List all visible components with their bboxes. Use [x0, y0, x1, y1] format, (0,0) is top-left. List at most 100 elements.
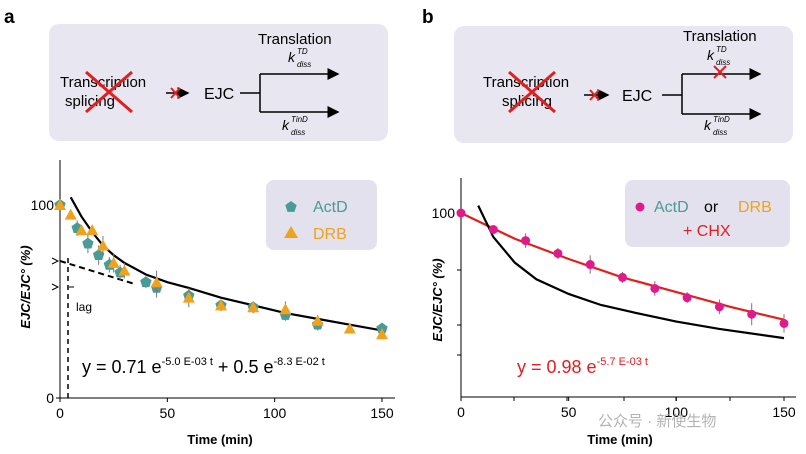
y-axis-label-a: EJC/EJC° (%) [18, 245, 33, 328]
legend-chx: + CHX [683, 223, 731, 240]
k-tind-label: k TinD diss [704, 115, 730, 137]
drb-point [215, 299, 227, 311]
legend-actd: ActD [313, 199, 348, 216]
svg-text:TD: TD [297, 47, 308, 56]
drb-point [279, 303, 292, 315]
fit-line-slow-component [59, 260, 136, 286]
x-tick-label: 50 [561, 404, 577, 420]
drb-point [182, 291, 195, 303]
drb-point [75, 224, 88, 236]
schematic-a: Transcription splicing EJC Translation k [49, 24, 388, 141]
drb-point [54, 199, 66, 210]
svg-text:k: k [704, 117, 712, 133]
drb-point [86, 224, 99, 236]
x-axis-label-b: Time (min) [587, 432, 653, 447]
data-point [553, 248, 563, 258]
data-point [456, 208, 466, 218]
panel-b: b Transcription splicing EJC [422, 7, 796, 447]
x-tick-label: 150 [370, 405, 394, 421]
svg-text:diss: diss [297, 60, 311, 69]
data-point [585, 260, 595, 270]
translation-label: Translation [683, 28, 757, 45]
svg-text:diss: diss [716, 58, 730, 67]
drb-point [64, 208, 77, 220]
svg-text:k: k [282, 117, 290, 133]
legend-a: ActD DRB [266, 180, 377, 250]
legend-drb: DRB [738, 199, 772, 216]
drb-point [343, 322, 356, 334]
actd-point [92, 249, 105, 260]
drb-point [107, 256, 120, 268]
legend-actd: ActD [654, 199, 689, 216]
drb-point [247, 301, 260, 313]
actd-point [82, 237, 94, 249]
data-point [521, 236, 531, 246]
x-tick-label: 50 [160, 405, 176, 421]
td-blocked-cross-icon [713, 65, 727, 79]
branch-arrows-icon [662, 68, 762, 120]
chart-b: 0 50 100 150 100 [432, 178, 796, 420]
svg-text:TD: TD [716, 45, 727, 54]
x-tick-label: 0 [457, 404, 465, 420]
watermark: 公众号 · 新使生物 [598, 413, 716, 430]
legend-triangle-icon [284, 226, 298, 238]
ejc-label: EJC [204, 86, 234, 103]
drb-point [376, 328, 388, 340]
data-point [779, 318, 789, 328]
schematic-b: Transcription splicing EJC [454, 26, 793, 143]
x-tick-label: 100 [665, 404, 689, 420]
fit-line-fit [69, 196, 383, 332]
fit-line-reference [477, 205, 785, 340]
ejc-label: EJC [622, 88, 652, 105]
x-axis-label-a: Time (min) [187, 432, 253, 447]
fit-equation-a: y = 0.71 e-5.0 E-03 t + 0.5 e-8.3 E-02 t [82, 356, 325, 377]
legend-or: or [704, 199, 719, 216]
x-tick-label: 0 [56, 405, 64, 421]
data-point [618, 272, 627, 282]
svg-text:k: k [288, 49, 296, 65]
x-tick-label: 150 [772, 404, 796, 420]
data-point [747, 309, 757, 319]
x-tick-label: 100 [263, 405, 287, 421]
svg-text:diss: diss [713, 128, 727, 137]
panel-letter-b: b [422, 7, 434, 28]
chart-a: 0 50 100 150 0 100 [31, 160, 395, 421]
drb-point [311, 314, 324, 326]
fit-equation-b: y = 0.98 e-5.7 E-03 t [517, 356, 648, 377]
svg-text:diss: diss [291, 128, 305, 137]
blocked-cross-icon [508, 70, 556, 114]
y-tick-label: 100 [31, 197, 55, 213]
svg-text:k: k [707, 47, 715, 63]
blocked-cross-icon [85, 70, 133, 114]
y-tick-label: 0 [46, 390, 54, 406]
lag-arrow-left-icon [51, 283, 60, 291]
legend-drb: DRB [313, 226, 347, 243]
data-point [650, 283, 660, 293]
data-point [714, 302, 724, 312]
data-point [682, 293, 692, 303]
drb-point [118, 264, 131, 276]
lag-label: lag [76, 300, 92, 314]
data-point [488, 225, 498, 235]
actd-point [140, 276, 152, 288]
arrow-to-ejc-icon [584, 89, 610, 101]
panel-a: a Transcription splicing EJC Transl [4, 7, 395, 447]
legend-pentagon-icon [285, 201, 297, 212]
drb-point [150, 276, 163, 288]
actd-point [376, 322, 388, 334]
arrow-to-ejc-icon [166, 87, 190, 99]
drb-point [96, 239, 109, 251]
lag-bracket-icon [51, 257, 60, 265]
legend-circle-icon [635, 202, 645, 212]
legend-b: ActD or DRB + CHX [625, 180, 790, 247]
svg-text:TinD: TinD [713, 115, 730, 124]
k-td-label: k TD diss [707, 45, 730, 67]
svg-text:TinD: TinD [291, 115, 308, 124]
translation-label: Translation [258, 31, 332, 48]
y-axis-label-b: EJC/EJC° (%) [430, 258, 445, 341]
y-tick-label: 100 [432, 205, 456, 221]
panel-letter-a: a [4, 7, 15, 28]
k-td-label: k TD diss [288, 47, 311, 69]
branch-arrows-icon [240, 68, 340, 118]
